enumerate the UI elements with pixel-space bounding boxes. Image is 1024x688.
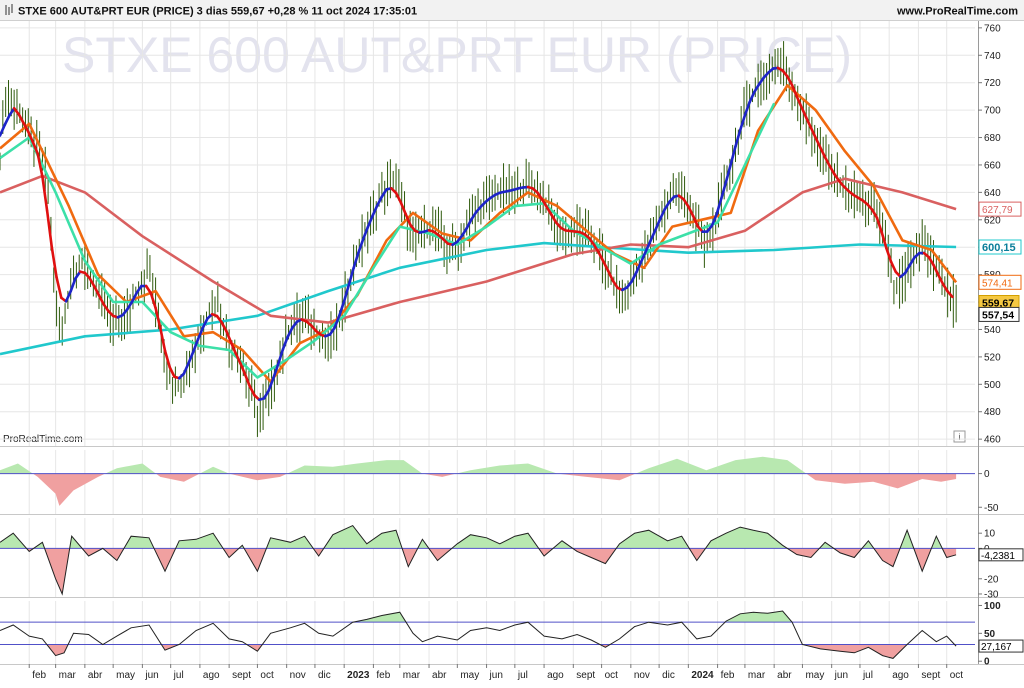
x-tick-label: jun	[834, 670, 848, 681]
y-tick-label: -50	[984, 503, 999, 514]
x-tick-label: nov	[634, 670, 650, 681]
x-tick-label: mar	[748, 670, 766, 681]
x-tick-label: jul	[862, 670, 873, 681]
x-tick-label: sept	[921, 670, 940, 681]
y-tick-label: 100	[984, 601, 1001, 612]
y-tick-label: 640	[984, 188, 1001, 199]
y-tick-label: 460	[984, 435, 1001, 446]
x-tick-label: dic	[662, 670, 675, 681]
x-tick-label: may	[805, 670, 824, 681]
x-tick-label: abr	[88, 670, 103, 681]
x-tick-label: 2024	[691, 670, 714, 681]
header-title: STXE 600 AUT&PRT EUR (PRICE) 3 dias 559,…	[18, 6, 417, 18]
y-tick-label: 620	[984, 215, 1001, 226]
ma-value-label: 627,79	[982, 205, 1013, 216]
x-tick-label: may	[460, 670, 479, 681]
y-tick-label: 740	[984, 51, 1001, 62]
ma-value-label: 574,41	[982, 278, 1013, 289]
x-tick-label: oct	[260, 670, 274, 681]
x-tick-label: abr	[777, 670, 792, 681]
x-tick-label: dic	[318, 670, 331, 681]
x-tick-label: oct	[605, 670, 619, 681]
x-tick-label: mar	[59, 670, 77, 681]
x-tick-label: ago	[547, 670, 564, 681]
x-tick-label: ago	[892, 670, 909, 681]
ma-value-label: 600,15	[982, 242, 1016, 254]
y-tick-label: 50	[984, 629, 996, 640]
y-tick-label: 700	[984, 106, 1001, 117]
x-tick-label: mar	[403, 670, 421, 681]
close-price-label: 557,54	[982, 309, 1014, 321]
x-tick-label: feb	[721, 670, 735, 681]
x-tick-label: oct	[950, 670, 964, 681]
y-tick-label: 10	[984, 529, 996, 540]
y-tick-label: 0	[984, 657, 990, 668]
y-tick-label: 480	[984, 407, 1001, 418]
x-tick-label: jul	[517, 670, 528, 681]
x-tick-label: feb	[376, 670, 390, 681]
info-icon[interactable]: i	[954, 431, 965, 442]
info-icon-glyph: i	[959, 432, 961, 442]
x-tick-label: sept	[576, 670, 595, 681]
x-tick-label: feb	[32, 670, 46, 681]
y-tick-label: 760	[984, 23, 1001, 34]
x-tick-label: sept	[232, 670, 251, 681]
indicator-value-label: 27,167	[981, 642, 1012, 653]
x-tick-label: jun	[144, 670, 158, 681]
y-tick-label: 680	[984, 133, 1001, 144]
y-tick-label: 720	[984, 78, 1001, 89]
y-tick-label: 0	[984, 469, 990, 480]
x-tick-label: jul	[173, 670, 184, 681]
y-tick-label: -30	[984, 589, 999, 600]
x-tick-label: 2023	[347, 670, 370, 681]
y-tick-label: 540	[984, 325, 1001, 336]
y-tick-label: -20	[984, 574, 999, 585]
x-tick-label: abr	[432, 670, 447, 681]
y-tick-label: 520	[984, 352, 1001, 363]
header-site[interactable]: www.ProRealTime.com	[896, 6, 1018, 18]
y-tick-label: 500	[984, 380, 1001, 391]
x-tick-label: ago	[203, 670, 220, 681]
x-tick-label: jun	[489, 670, 503, 681]
x-tick-label: nov	[290, 670, 306, 681]
indicator-value-label: -4,2381	[981, 551, 1015, 562]
x-tick-label: may	[116, 670, 135, 681]
y-tick-label: 660	[984, 160, 1001, 171]
